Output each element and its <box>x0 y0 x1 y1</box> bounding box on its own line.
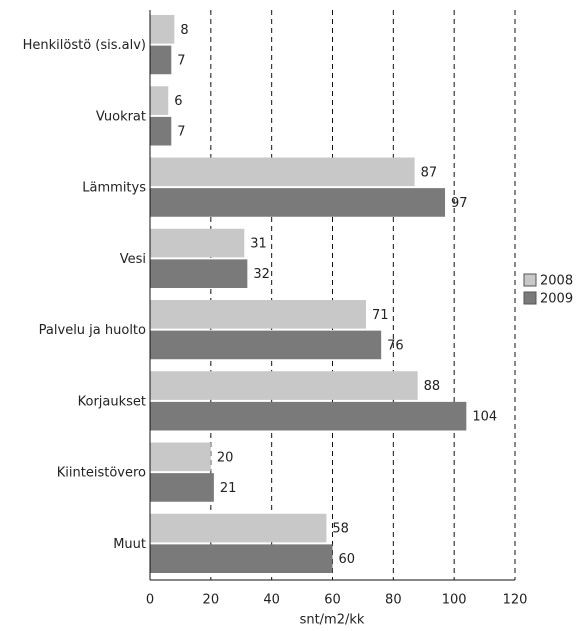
legend-label: 2008 <box>540 274 573 289</box>
legend-label: 2009 <box>540 292 573 307</box>
data-label: 6 <box>174 94 182 109</box>
bar <box>150 300 366 329</box>
data-label: 104 <box>472 410 497 425</box>
bar <box>150 401 467 431</box>
data-label: 7 <box>177 125 185 140</box>
x-tick-label: 60 <box>324 593 341 608</box>
bar <box>150 188 446 217</box>
bar <box>150 157 415 187</box>
y-tick-label: Kiinteistövero <box>57 466 146 481</box>
legend-swatch <box>523 291 537 305</box>
x-tick-label: 0 <box>146 593 154 608</box>
y-tick-label: Korjaukset <box>78 394 146 409</box>
bar <box>150 86 169 115</box>
bar <box>150 15 175 44</box>
bar <box>150 371 418 400</box>
bar <box>150 513 327 543</box>
bar <box>150 544 333 573</box>
data-label: 20 <box>217 450 234 465</box>
y-tick-label: Muut <box>113 537 146 552</box>
bar <box>150 116 172 146</box>
data-label: 21 <box>220 481 237 496</box>
legend-swatch <box>523 273 537 287</box>
x-tick-label: 40 <box>263 593 280 608</box>
bar <box>150 45 172 75</box>
data-label: 31 <box>250 237 267 252</box>
data-label: 7 <box>177 53 185 68</box>
x-tick-label: 80 <box>385 593 402 608</box>
data-label: 76 <box>387 338 404 353</box>
bar <box>150 473 214 502</box>
y-tick-label: Palvelu ja huolto <box>39 323 146 338</box>
data-label: 87 <box>421 165 438 180</box>
bar <box>150 442 211 472</box>
x-axis-label: snt/m2/kk <box>300 613 365 628</box>
bar <box>150 228 245 258</box>
data-label: 32 <box>253 267 270 282</box>
data-label: 97 <box>451 196 468 211</box>
bar <box>150 259 248 288</box>
y-tick-label: Vesi <box>120 252 146 267</box>
x-tick-label: 20 <box>203 593 220 608</box>
bar <box>150 330 382 360</box>
data-label: 8 <box>180 23 188 38</box>
data-label: 88 <box>424 379 441 394</box>
data-label: 71 <box>372 308 389 323</box>
x-tick-label: 100 <box>442 593 467 608</box>
data-label: 60 <box>339 552 356 567</box>
y-tick-label: Lämmitys <box>82 181 146 196</box>
x-tick-label: 120 <box>503 593 528 608</box>
y-tick-label: Henkilöstö (sis.alv) <box>23 38 146 53</box>
y-tick-label: Vuokrat <box>96 109 146 124</box>
data-label: 58 <box>332 522 349 537</box>
